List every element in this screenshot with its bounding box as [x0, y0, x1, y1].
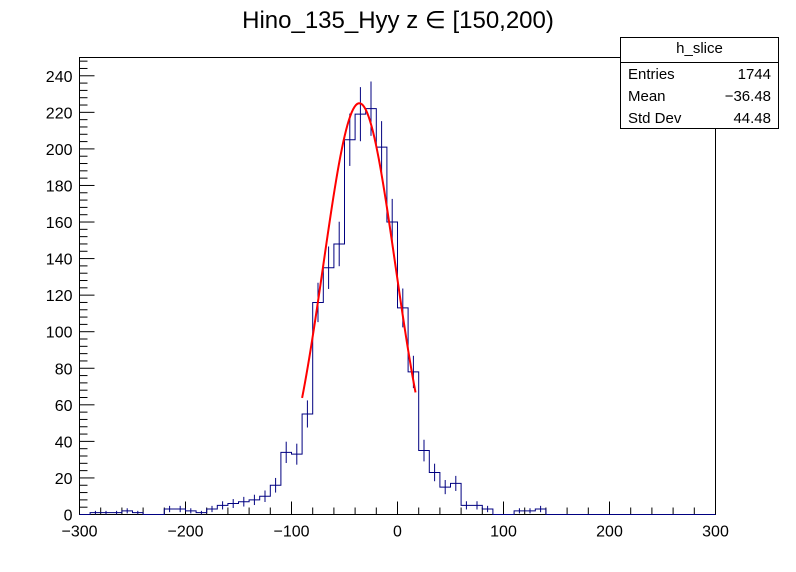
axes: −300 −200 −100 0 100 200 300 0 20 40 60 80 100 120 140… — [46, 60, 729, 541]
stats-row-mean: Mean −36.48 — [621, 85, 778, 107]
y-tick-label: 20 — [55, 471, 73, 488]
x-tick-label: 200 — [596, 524, 623, 541]
x-tick-label: 0 — [393, 524, 402, 541]
histogram-step-line — [79, 108, 716, 515]
stats-row-entries: Entries 1744 — [621, 63, 778, 85]
y-tick-label: 40 — [55, 434, 73, 451]
stats-box-title: h_slice — [621, 38, 778, 63]
stats-box: h_slice Entries 1744 Mean −36.48 Std Dev… — [620, 37, 779, 129]
stats-value-mean: −36.48 — [724, 88, 771, 105]
y-tick-label: 180 — [46, 178, 73, 195]
x-tick-label: −100 — [273, 524, 309, 541]
y-tick-label: 0 — [64, 508, 73, 525]
stats-label-entries: Entries — [628, 66, 675, 83]
x-tick-label: 100 — [490, 524, 517, 541]
stats-label-mean: Mean — [628, 88, 666, 105]
chart-title: Hino_135_Hyy z ∈ [150,200) — [242, 7, 554, 34]
x-tick-label: 300 — [702, 524, 729, 541]
stats-value-stddev: 44.48 — [733, 110, 771, 127]
y-tick-label: 80 — [55, 361, 73, 378]
y-tick-label: 140 — [46, 252, 73, 269]
y-tick-label: 120 — [46, 288, 73, 305]
x-tick-label: −300 — [61, 524, 97, 541]
stats-value-entries: 1744 — [737, 66, 771, 83]
stats-label-stddev: Std Dev — [628, 110, 682, 127]
y-tick-label: 240 — [46, 69, 73, 86]
y-tick-label: 220 — [46, 105, 73, 122]
y-tick-label: 160 — [46, 215, 73, 232]
y-tick-label: 60 — [55, 398, 73, 415]
y-tick-label: 200 — [46, 142, 73, 159]
y-tick-label: 100 — [46, 325, 73, 342]
stats-row-stddev: Std Dev 44.48 — [621, 107, 778, 129]
x-tick-label: −200 — [167, 524, 203, 541]
gaussian-fit-curve — [301, 102, 417, 399]
